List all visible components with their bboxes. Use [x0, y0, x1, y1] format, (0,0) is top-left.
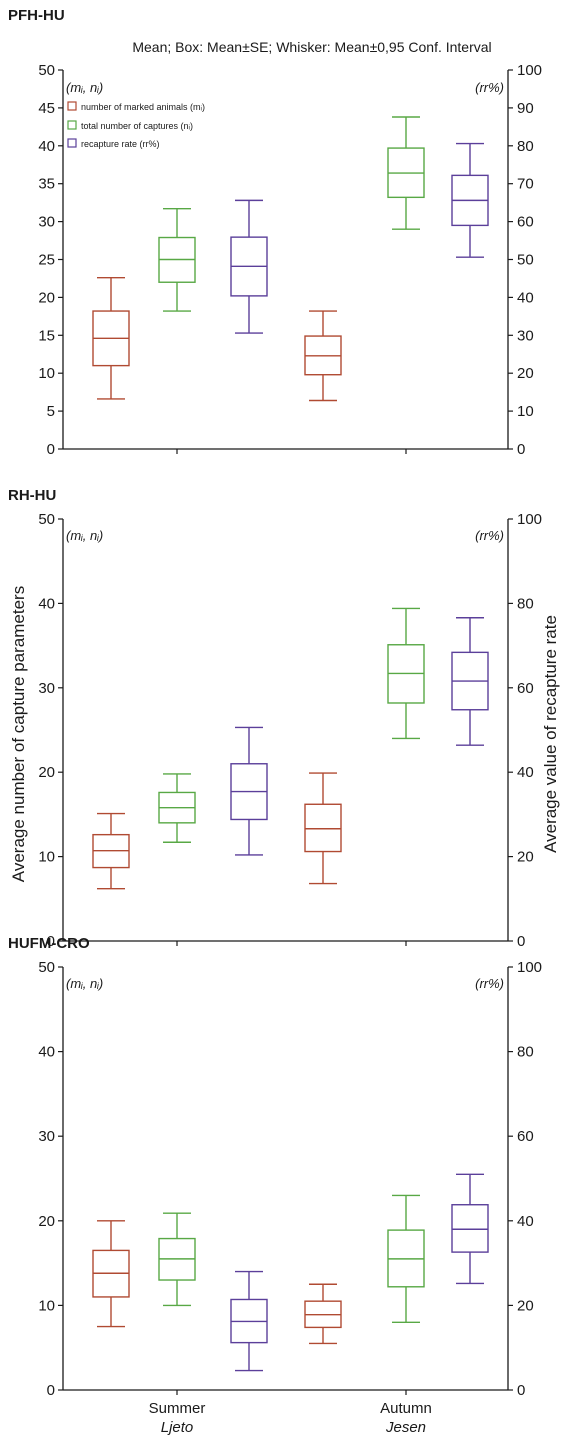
- plot-area-rh-hu: 0 10 20 30 40 50 0 20 40 60 80 100: [38, 511, 542, 950]
- plot-area-hufm-cro: 0 10 20 30 40 50 0 20 40 60 80 100: [38, 959, 542, 1399]
- right-tick-label: 50: [517, 252, 534, 269]
- x-category-autumn: Autumn: [380, 1400, 432, 1417]
- right-tick-label: 100: [517, 959, 542, 976]
- legend-swatch-marked: [67, 101, 77, 111]
- right-tick-label: 100: [517, 511, 542, 528]
- right-axis-corner-label: (rr%): [475, 80, 504, 95]
- right-tick-label: 10: [517, 403, 534, 420]
- box-summer-captures: [158, 208, 196, 312]
- left-tick-label: 30: [38, 214, 55, 231]
- left-tick-label: 30: [38, 680, 55, 697]
- panel-title: RH-HU: [8, 487, 56, 504]
- box-summer-captures: [158, 773, 196, 843]
- left-tick-label: 10: [38, 849, 55, 866]
- left-axis-corner-label: (mᵢ, nᵢ): [66, 976, 103, 991]
- legend-label-recapture: recapture rate (rr%): [81, 139, 160, 149]
- box-autumn-marked: [304, 310, 342, 402]
- x-category-autumn-local: Jesen: [385, 1419, 426, 1436]
- legend-swatch-recapture: [67, 138, 77, 148]
- right-tick-label: 80: [517, 595, 534, 612]
- box-summer-marked: [92, 1220, 130, 1328]
- box-autumn-captures: [387, 116, 425, 230]
- legend-label-marked: number of marked animals (mᵢ): [81, 102, 205, 112]
- panel-rh-hu: RH-HU 0 10 20 30 40 50 0 20 40 60 80 100 (mᵢ, nᵢ) (…: [8, 487, 560, 950]
- right-tick-label: 80: [517, 1044, 534, 1061]
- left-axis-corner-label: (mᵢ, nᵢ): [66, 528, 103, 543]
- legend: number of marked animals (mᵢ) total numb…: [67, 101, 205, 149]
- box-autumn-recapture: [451, 1173, 489, 1285]
- left-tick-label: 10: [38, 1297, 55, 1314]
- right-tick-label: 90: [517, 100, 534, 117]
- left-tick-label: 40: [38, 138, 55, 155]
- left-tick-label: 45: [38, 100, 55, 117]
- right-tick-label: 100: [517, 62, 542, 79]
- box-summer-marked: [92, 276, 130, 400]
- left-tick-label: 0: [47, 933, 55, 950]
- se-box: [451, 1204, 489, 1253]
- left-tick-label: 40: [38, 1044, 55, 1061]
- panel-hufm-cro: HUFM-CRO 0 10 20 30 40 50 0 20 40 60 80 100 (mᵢ, nᵢ…: [8, 935, 542, 1399]
- box-summer-captures: [158, 1212, 196, 1307]
- right-axis-label: Average value of recapture rate: [541, 615, 560, 853]
- x-category-summer-local: Ljeto: [161, 1419, 194, 1436]
- box-autumn-recapture: [451, 142, 489, 258]
- x-category-summer: Summer: [149, 1400, 206, 1417]
- left-tick-label: 30: [38, 1128, 55, 1145]
- right-tick-label: 40: [517, 764, 534, 781]
- right-tick-label: 80: [517, 138, 534, 155]
- right-tick-label: 60: [517, 214, 534, 231]
- left-tick-label: 0: [47, 1382, 55, 1399]
- plot-area-pfh-hu: 0 5 10 15 20 25 30 35 40 45 50 0 10 20 30 40 50 60 70 80 90 1…: [38, 62, 542, 458]
- x-axis-categories: Summer Ljeto Autumn Jesen: [149, 1400, 432, 1436]
- box-autumn-marked: [304, 1283, 342, 1345]
- right-tick-label: 30: [517, 327, 534, 344]
- left-tick-label: 40: [38, 595, 55, 612]
- box-summer-recapture: [230, 726, 268, 856]
- panel-pfh-hu: PFH-HU Mean; Box: Mean±SE; Whisker: Mean…: [8, 7, 542, 458]
- box-autumn-marked: [304, 772, 342, 885]
- right-tick-label: 0: [517, 933, 525, 950]
- box-summer-marked: [92, 812, 130, 890]
- left-tick-label: 50: [38, 959, 55, 976]
- panel-title: PFH-HU: [8, 7, 65, 24]
- box-summer-recapture: [230, 1270, 268, 1372]
- chart-subtitle: Mean; Box: Mean±SE; Whisker: Mean±0,95 C…: [132, 39, 491, 55]
- box-autumn-recapture: [451, 617, 489, 746]
- panel-title: HUFM-CRO: [8, 935, 90, 952]
- left-tick-label: 15: [38, 327, 55, 344]
- right-tick-label: 0: [517, 441, 525, 458]
- left-tick-label: 5: [47, 403, 55, 420]
- legend-swatch-captures: [67, 120, 77, 130]
- left-tick-label: 20: [38, 1213, 55, 1230]
- right-tick-label: 40: [517, 1213, 534, 1230]
- left-tick-label: 25: [38, 252, 55, 269]
- right-tick-label: 20: [517, 365, 534, 382]
- left-tick-label: 35: [38, 176, 55, 193]
- left-tick-label: 50: [38, 511, 55, 528]
- right-tick-label: 20: [517, 1297, 534, 1314]
- left-tick-label: 0: [47, 441, 55, 458]
- left-tick-label: 20: [38, 764, 55, 781]
- right-axis-corner-label: (rr%): [475, 528, 504, 543]
- box-summer-recapture: [230, 199, 268, 334]
- right-tick-label: 0: [517, 1382, 525, 1399]
- left-axis-label: Average number of capture parameters: [9, 586, 28, 882]
- left-tick-label: 50: [38, 62, 55, 79]
- left-axis-corner-label: (mᵢ, nᵢ): [66, 80, 103, 95]
- right-tick-label: 20: [517, 849, 534, 866]
- right-tick-label: 60: [517, 680, 534, 697]
- right-tick-label: 60: [517, 1128, 534, 1145]
- se-box: [304, 803, 342, 853]
- left-tick-label: 10: [38, 365, 55, 382]
- box-autumn-captures: [387, 1194, 425, 1324]
- right-tick-label: 70: [517, 176, 534, 193]
- legend-label-captures: total number of captures (nᵢ): [81, 121, 193, 131]
- left-tick-label: 20: [38, 289, 55, 306]
- box-autumn-captures: [387, 607, 425, 740]
- right-axis-corner-label: (rr%): [475, 976, 504, 991]
- right-tick-label: 40: [517, 289, 534, 306]
